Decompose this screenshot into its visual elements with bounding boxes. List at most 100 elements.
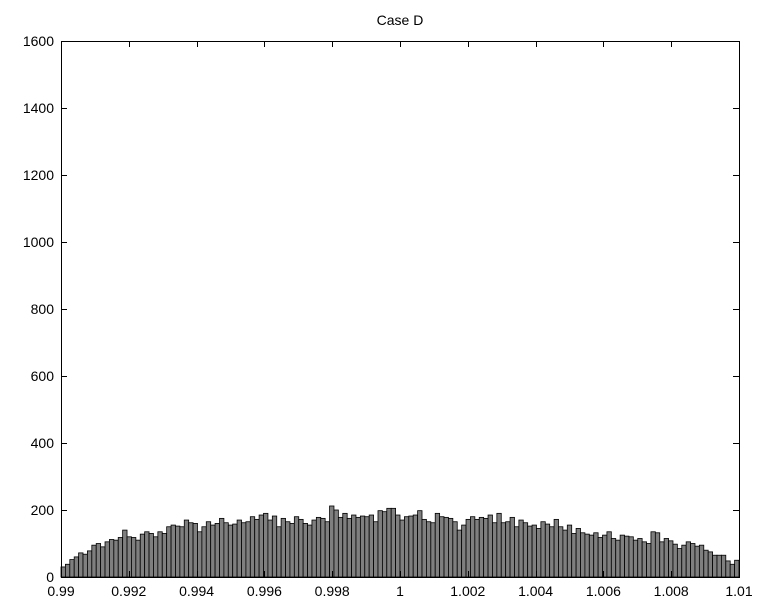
histogram-bar [126,536,132,578]
histogram-bar [144,531,150,578]
histogram-bar [474,518,480,578]
histogram-bar [377,510,383,578]
histogram-bar [575,528,581,578]
histogram-bar [470,516,476,578]
histogram-bar [668,540,674,578]
histogram-bar [549,526,555,578]
histogram-bar [315,516,322,578]
histogram-bar [637,538,643,578]
histogram-bar [439,516,445,578]
histogram-bar [104,541,110,578]
histogram-bar [69,559,75,578]
y-tick-label: 600 [31,368,55,384]
histogram-bar [373,521,379,578]
x-tick-label: 1.008 [654,583,689,599]
histogram-bar [395,514,401,578]
histogram-bar [214,523,220,578]
histogram-bar [408,515,414,578]
x-tick-label: 0.99 [47,583,74,599]
tick-labels-layer: 0.99 0.992 0.994 0.996 0.998 1 1.002 1.004 1.006… [23,33,753,599]
histogram-bar [659,541,665,578]
histogram-bar [399,519,405,578]
histogram-bar [646,543,652,578]
histogram-bar [487,514,493,578]
histogram-bar [342,512,348,578]
histogram-bar [615,539,621,578]
histogram-bar [289,523,295,578]
histogram-bar [113,539,119,578]
histogram-bar [412,514,419,578]
histogram-bar [654,532,661,578]
histogram-bar [452,521,458,578]
histogram-bar [139,533,146,578]
histogram-bar [307,524,313,578]
histogram-bar [540,521,546,578]
histogram-bar [179,526,185,578]
histogram-bar [478,516,485,578]
histogram-bar [663,538,669,578]
histogram-bar [606,531,612,578]
histogram-bar [588,534,595,578]
x-tick-label: 0.998 [315,583,350,599]
histogram-bar [716,554,722,578]
histogram-bar [734,559,740,578]
histogram-bar [522,522,529,578]
histogram-bar [117,537,124,578]
histogram-bar [527,525,533,578]
histogram-bar [597,537,603,578]
histogram-bar [245,521,251,578]
y-tick-label: 1200 [23,167,54,183]
histogram-bar [263,512,269,578]
histogram-bar [500,522,507,578]
histogram-bar [483,517,489,578]
chart-title: Case D [377,12,424,28]
x-tick-label: 1.01 [725,583,752,599]
histogram-bar [628,536,634,578]
x-tick-label: 1.006 [586,583,621,599]
histogram-bar [223,522,229,578]
plot-frame [61,41,740,578]
histogram-bar [672,543,678,578]
histogram-bar [236,519,242,578]
histogram-bar [148,533,154,578]
histogram-bar [232,523,238,578]
histogram-bar [690,543,696,578]
histogram-bar [109,539,115,578]
histogram-bar [201,526,207,578]
histogram-bar [725,560,731,578]
histogram-bar [610,538,617,578]
histogram-bar [131,537,137,578]
histogram-bar [566,524,573,578]
histogram-bar [676,548,683,578]
histogram-bar [580,532,586,578]
y-tick-label: 400 [31,435,55,451]
histogram-bar [157,531,163,578]
x-tick-label: 1.004 [518,583,553,599]
histogram-bar [285,521,291,578]
histogram-bar [355,516,361,578]
histogram-bar [271,515,278,578]
histogram-bar [192,523,198,578]
histogram-bar [267,519,273,578]
histogram-bar [505,521,511,578]
histogram-bar [694,545,700,578]
histogram-bar [632,539,639,578]
histogram-bar [386,507,392,578]
histogram-bar [276,526,282,578]
histogram-bar [531,524,537,578]
histogram-bar [593,532,599,578]
histogram-bar [514,526,520,578]
histogram-bar [258,514,264,578]
histogram-bar [426,521,432,578]
histogram-bar [518,519,524,578]
histogram-bar [562,529,568,578]
histogram-bar [584,533,590,578]
histogram-bar [465,518,471,578]
histogram-bar [183,519,190,578]
histogram-bar [100,546,106,578]
histogram-bar [720,554,727,578]
histogram-bar [553,518,559,578]
histogram-bar [219,517,225,578]
